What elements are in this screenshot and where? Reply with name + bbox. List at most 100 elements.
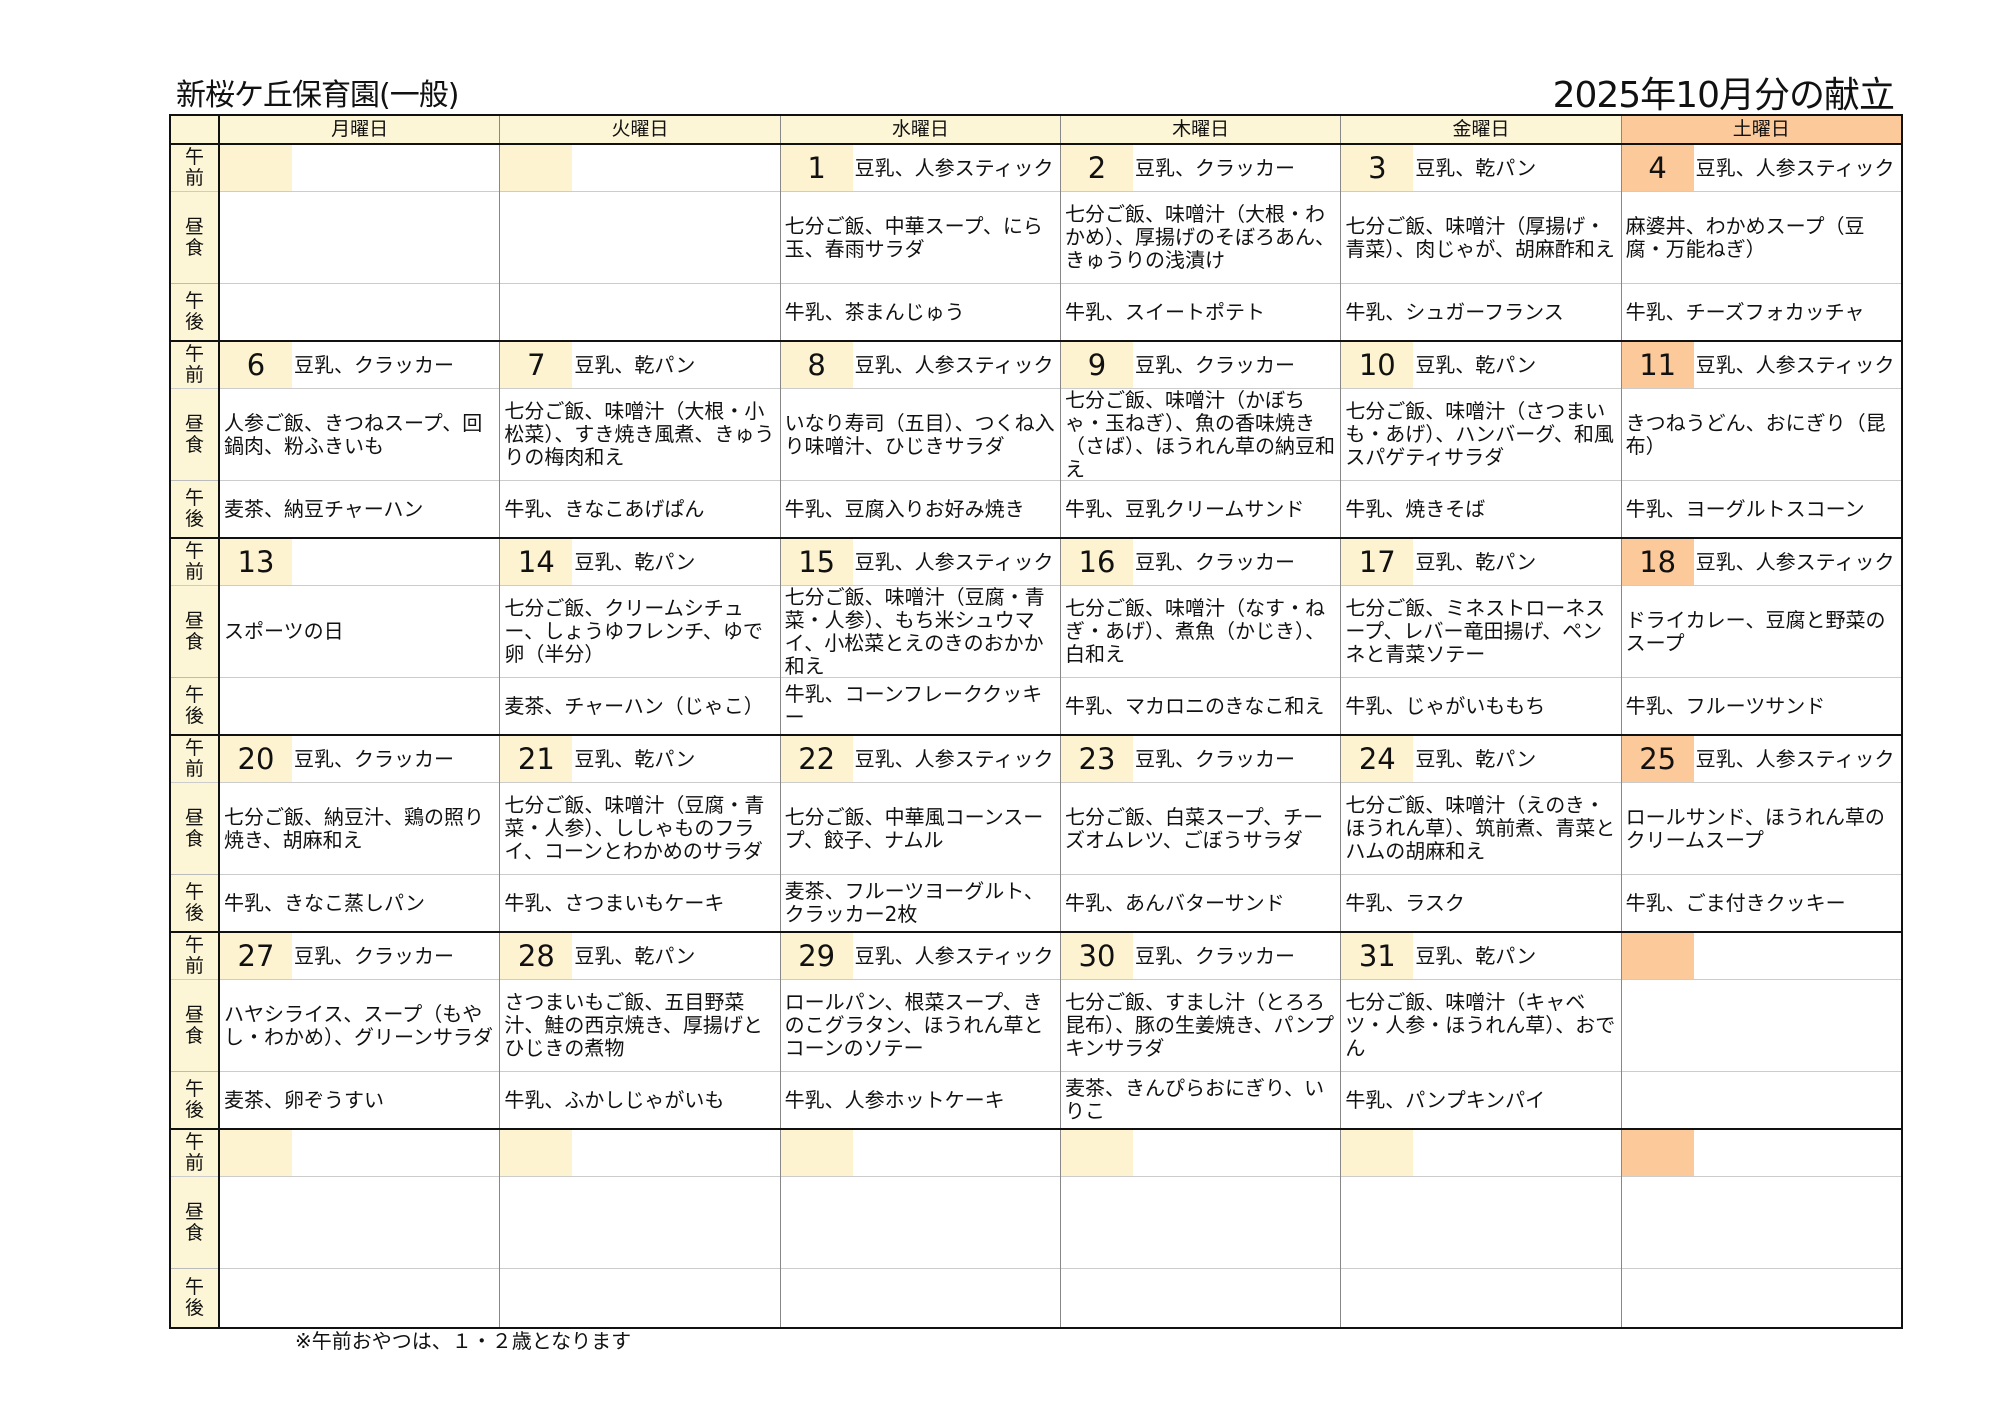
date-number: 11 <box>1621 342 1694 388</box>
morning-snack-row <box>1060 1130 1341 1177</box>
morning-snack-row: 31 豆乳、乾パン <box>1341 933 1621 980</box>
row-label-char: 食 <box>184 236 204 259</box>
morning-snack <box>1694 1130 1901 1176</box>
row-label-char: 前 <box>184 167 204 189</box>
morning-snack-row: 14 豆乳、乾パン <box>500 539 780 586</box>
morning-snack-row: 1 豆乳、人参スティック <box>780 145 1060 192</box>
day-cell: 25 豆乳、人参スティック ロールサンド、ほうれん草のクリームスープ 牛乳、ごま付きク… <box>1621 736 1901 931</box>
morning-snack-row <box>1341 1130 1621 1177</box>
date-number: 16 <box>1060 539 1133 585</box>
morning-snack: 豆乳、乾パン <box>1415 155 1537 180</box>
row-label-char: 食 <box>184 630 204 653</box>
lunch <box>1621 980 1901 1072</box>
lunch: 七分ご飯、白菜スープ、チーズオムレツ、ごぼうサラダ <box>1060 783 1341 875</box>
date-number <box>220 1130 292 1176</box>
day-cell: 17 豆乳、乾パン 七分ご飯、ミネストローネスープ、レバー竜田揚げ、ペンネと青菜ソテ… <box>1341 539 1622 734</box>
row-label-am: 午前 <box>171 1130 218 1177</box>
date-number: 8 <box>780 342 853 388</box>
morning-snack-row: 10 豆乳、乾パン <box>1341 342 1621 389</box>
week-row: 午前昼食午後 <box>171 1130 1901 1327</box>
lunch <box>1341 1177 1621 1269</box>
day-cell <box>500 1130 781 1327</box>
morning-snack-row: 2 豆乳、クラッカー <box>1060 145 1341 192</box>
week-row: 午前昼食午後 20 豆乳、クラッカー 七分ご飯、納豆汁、鶏の照り焼き、胡麻和え 牛乳、き… <box>171 736 1901 933</box>
day-cell: 14 豆乳、乾パン 七分ご飯、クリームシチュー、しょうゆフレンチ、ゆで卵（半分） 麦茶… <box>500 539 781 734</box>
lunch <box>1621 1177 1901 1269</box>
morning-snack: 豆乳、人参スティック <box>854 943 1054 968</box>
morning-snack <box>572 145 779 191</box>
day-cell <box>1341 1130 1622 1327</box>
row-label-char: 後 <box>184 902 204 924</box>
lunch: 麻婆丼、わかめスープ（豆腐・万能ねぎ） <box>1621 192 1901 284</box>
morning-snack-row: 13 <box>220 539 500 586</box>
lunch: 七分ご飯、味噌汁（なす・ねぎ・あげ）、煮魚（かじき）、白和え <box>1060 586 1341 678</box>
day-cell: 3 豆乳、乾パン 七分ご飯、味噌汁（厚揚げ・青菜）、肉じゃが、胡麻酢和え 牛乳、シュガ… <box>1341 145 1622 340</box>
morning-snack: 豆乳、人参スティック <box>1695 352 1895 377</box>
row-label-char: 前 <box>184 758 204 780</box>
afternoon-snack <box>220 1269 499 1327</box>
date-number: 3 <box>1341 145 1414 191</box>
row-labels: 午前昼食午後 <box>171 539 220 734</box>
row-label-am: 午前 <box>171 933 218 980</box>
row-label-char: 午 <box>184 146 204 168</box>
lunch: 七分ご飯、中華風コーンスープ、餃子、ナムル <box>780 783 1060 875</box>
afternoon-snack: 牛乳、あんバターサンド <box>1064 890 1285 915</box>
morning-snack-row: 11 豆乳、人参スティック <box>1621 342 1901 389</box>
lunch: 七分ご飯、味噌汁（えのき・ほうれん草）、筑前煮、青菜とハムの胡麻和え <box>1341 783 1621 875</box>
row-label-char: 昼 <box>184 1200 204 1223</box>
morning-snack: 豆乳、人参スティック <box>854 549 1054 574</box>
afternoon-snack: 牛乳、焼きそば <box>1345 496 1486 521</box>
row-label-char: 午 <box>184 540 204 562</box>
lunch: 七分ご飯、すまし汁（とろろ昆布）、豚の生姜焼き、パンプキンサラダ <box>1060 980 1341 1072</box>
afternoon-snack: 牛乳、ヨーグルトスコーン <box>1625 496 1865 521</box>
footnote: ※午前おやつは、１・２歳となります <box>295 1329 632 1353</box>
day-cell: 18 豆乳、人参スティック ドライカレー、豆腐と野菜のスープ 牛乳、フルーツサンド <box>1621 539 1901 734</box>
morning-snack: 豆乳、乾パン <box>1415 549 1537 574</box>
row-label-pm: 午後 <box>171 678 218 734</box>
row-label-char: 食 <box>184 1024 204 1047</box>
date-number <box>500 1130 573 1176</box>
date-number: 30 <box>1060 933 1133 979</box>
morning-snack: 豆乳、人参スティック <box>854 155 1054 180</box>
row-labels: 午前昼食午後 <box>171 342 220 537</box>
lunch <box>220 192 500 284</box>
day-cell: 2 豆乳、クラッカー 七分ご飯、味噌汁（大根・わかめ）、厚揚げのそぼろあん、きゅうり… <box>1060 145 1342 340</box>
morning-snack <box>572 1130 779 1176</box>
afternoon-snack <box>1341 1269 1620 1327</box>
day-cell <box>1060 1130 1342 1327</box>
day-cell: 10 豆乳、乾パン 七分ご飯、味噌汁（さつまいも・あげ）、ハンバーグ、和風スパゲティ… <box>1341 342 1622 537</box>
row-label-char: 昼 <box>184 609 204 632</box>
morning-snack: 豆乳、クラッカー <box>1134 943 1295 968</box>
morning-snack-row <box>780 1130 1060 1177</box>
row-label-lunch: 昼食 <box>171 586 218 678</box>
row-label-char: 食 <box>184 433 204 456</box>
afternoon-snack: 牛乳、スイートポテト <box>1064 299 1265 324</box>
day-cell: 28 豆乳、乾パン さつまいもご飯、五目野菜汁、鮭の西京焼き、厚揚げとひじきの煮物牛… <box>500 933 781 1128</box>
lunch <box>220 1177 500 1269</box>
row-labels: 午前昼食午後 <box>171 145 220 340</box>
date-number <box>1341 1130 1414 1176</box>
date-number: 17 <box>1341 539 1414 585</box>
day-cell <box>500 145 781 340</box>
row-label-pm: 午後 <box>171 1269 218 1327</box>
lunch <box>500 192 780 284</box>
morning-snack-row: 22 豆乳、人参スティック <box>780 736 1060 783</box>
lunch: スポーツの日 <box>220 586 500 678</box>
afternoon-snack: 牛乳、茶まんじゅう <box>784 299 965 324</box>
row-label-char: 午 <box>184 343 204 365</box>
date-number: 22 <box>780 736 853 782</box>
lunch: きつねうどん、おにぎり（昆布） <box>1621 389 1901 481</box>
afternoon-snack: 麦茶、卵ぞうすい <box>224 1087 384 1112</box>
afternoon-snack <box>1061 1269 1340 1327</box>
lunch: ロールサンド、ほうれん草のクリームスープ <box>1621 783 1901 875</box>
day-cell: 22 豆乳、人参スティック 七分ご飯、中華風コーンスープ、餃子、ナムル 麦茶、フルーツ… <box>780 736 1061 931</box>
afternoon-snack: 牛乳、コーンフレーククッキー <box>784 682 1043 729</box>
afternoon-snack: 牛乳、ごま付きクッキー <box>1625 890 1846 915</box>
row-label-char: 昼 <box>184 412 204 435</box>
morning-snack <box>1133 1130 1340 1176</box>
afternoon-snack: 牛乳、豆乳クリームサンド <box>1064 496 1305 521</box>
morning-snack: 豆乳、人参スティック <box>1695 549 1895 574</box>
row-label-am: 午前 <box>171 342 218 389</box>
morning-snack <box>1413 1130 1620 1176</box>
afternoon-snack <box>1622 1072 1901 1128</box>
